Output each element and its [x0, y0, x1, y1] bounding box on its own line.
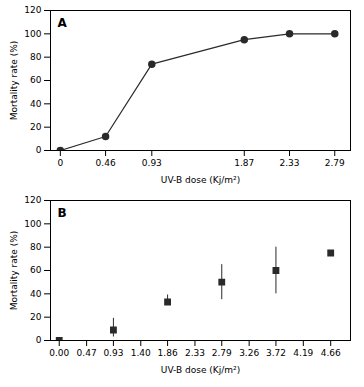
svg-text:80: 80: [30, 52, 42, 62]
svg-text:1.40: 1.40: [131, 348, 151, 358]
svg-text:1.86: 1.86: [158, 348, 178, 358]
svg-text:120: 120: [24, 5, 41, 15]
svg-text:80: 80: [30, 242, 42, 252]
svg-text:20: 20: [30, 312, 42, 322]
svg-text:4.19: 4.19: [293, 348, 313, 358]
svg-text:40: 40: [30, 99, 42, 109]
svg-text:40: 40: [30, 289, 42, 299]
svg-text:2.79: 2.79: [325, 158, 345, 168]
svg-text:3.72: 3.72: [266, 348, 286, 358]
svg-text:0: 0: [36, 145, 42, 155]
svg-text:A: A: [58, 16, 68, 30]
svg-text:0: 0: [57, 158, 63, 168]
svg-text:Mortality rate (%): Mortality rate (%): [9, 231, 19, 310]
svg-text:2.33: 2.33: [185, 348, 205, 358]
svg-text:Mortality rate (%): Mortality rate (%): [9, 41, 19, 120]
svg-text:20: 20: [30, 122, 42, 132]
svg-text:0.93: 0.93: [142, 158, 162, 168]
svg-text:120: 120: [24, 195, 41, 205]
svg-text:UV-B dose (Kj/m²): UV-B dose (Kj/m²): [161, 175, 240, 185]
svg-text:B: B: [58, 206, 67, 220]
svg-text:0: 0: [36, 335, 42, 345]
svg-text:0.00: 0.00: [49, 348, 69, 358]
svg-text:0.46: 0.46: [96, 158, 116, 168]
svg-text:100: 100: [24, 219, 41, 229]
svg-text:1.87: 1.87: [234, 158, 254, 168]
svg-text:3.26: 3.26: [239, 348, 259, 358]
svg-text:0.47: 0.47: [77, 348, 97, 358]
svg-text:UV-B dose (Kj/m²): UV-B dose (Kj/m²): [161, 365, 240, 375]
svg-text:2.79: 2.79: [212, 348, 232, 358]
svg-text:2.33: 2.33: [279, 158, 299, 168]
svg-text:0.93: 0.93: [103, 348, 123, 358]
svg-text:4.66: 4.66: [321, 348, 341, 358]
svg-text:100: 100: [24, 29, 41, 39]
svg-text:60: 60: [30, 75, 42, 85]
svg-text:60: 60: [30, 265, 42, 275]
